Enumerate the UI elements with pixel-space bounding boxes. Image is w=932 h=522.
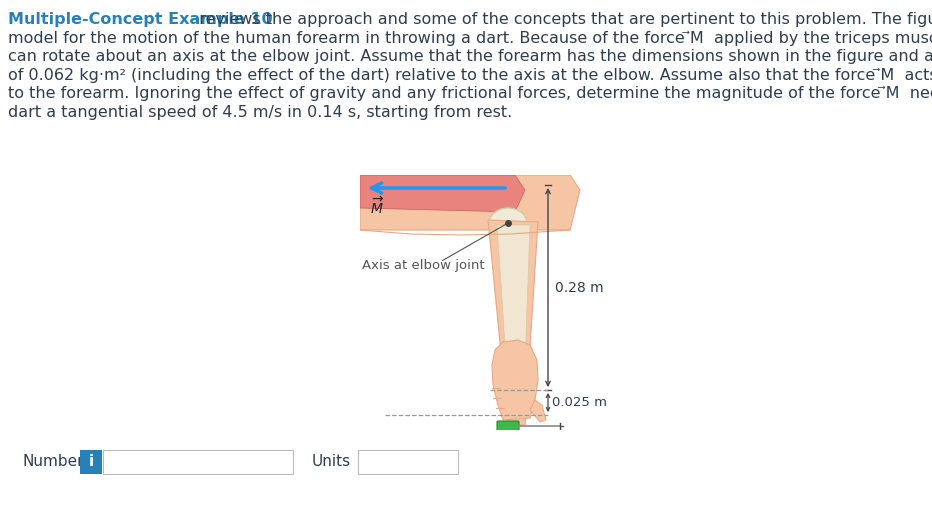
Text: Multiple-Concept Example 10: Multiple-Concept Example 10 (8, 12, 273, 27)
Text: of 0.062 kg·m² (including the effect of the dart) relative to the axis at the el: of 0.062 kg·m² (including the effect of … (8, 67, 932, 82)
Text: Axis at elbow joint: Axis at elbow joint (362, 258, 485, 271)
Polygon shape (488, 220, 538, 425)
Text: reviews the approach and some of the concepts that are pertinent to this problem: reviews the approach and some of the con… (194, 12, 932, 27)
FancyBboxPatch shape (497, 421, 519, 431)
Text: 0.025 m: 0.025 m (552, 396, 607, 409)
FancyBboxPatch shape (80, 450, 102, 474)
Polygon shape (497, 225, 530, 420)
Polygon shape (360, 175, 525, 212)
Text: to the forearm. Ignoring the effect of gravity and any frictional forces, determ: to the forearm. Ignoring the effect of g… (8, 86, 932, 101)
Polygon shape (492, 340, 538, 420)
Text: 0.28 m: 0.28 m (555, 280, 604, 294)
Text: Units: Units (312, 455, 351, 469)
Text: can rotate about an axis at the elbow joint. Assume that the forearm has the dim: can rotate about an axis at the elbow jo… (8, 49, 932, 64)
Text: i: i (89, 455, 93, 469)
Polygon shape (360, 175, 580, 230)
Text: model for the motion of the human forearm in throwing a dart. Because of the for: model for the motion of the human forear… (8, 30, 932, 45)
Text: $\overrightarrow{M}$: $\overrightarrow{M}$ (370, 195, 384, 217)
Ellipse shape (489, 208, 527, 238)
Text: ❯: ❯ (443, 458, 453, 466)
FancyBboxPatch shape (103, 450, 293, 474)
Text: dart a tangential speed of 4.5 m/s in 0.14 s, starting from rest.: dart a tangential speed of 4.5 m/s in 0.… (8, 104, 513, 120)
Polygon shape (530, 400, 546, 422)
FancyBboxPatch shape (358, 450, 458, 474)
Text: Number: Number (22, 455, 84, 469)
